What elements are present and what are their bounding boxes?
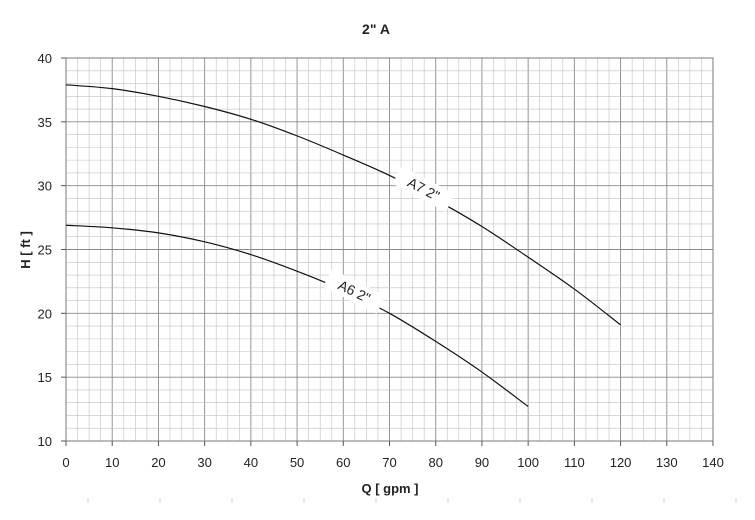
x-tick-label: 110	[564, 455, 585, 470]
x-tick-label: 0	[62, 455, 69, 470]
x-tick-label: 120	[610, 455, 632, 470]
x-tick-label: 70	[382, 455, 396, 470]
y-tick-label: 30	[38, 179, 52, 194]
y-tick-label: 35	[38, 115, 52, 130]
series-label-background	[392, 166, 455, 212]
x-tick-label: 40	[244, 455, 258, 470]
y-tick-label: 15	[38, 370, 52, 385]
x-tick-label: 30	[197, 455, 211, 470]
series-line-1	[65, 224, 529, 408]
x-tick-label: 20	[151, 455, 165, 470]
y-axis-label: H [ ft ]	[18, 231, 33, 269]
x-tick-label: 140	[702, 455, 724, 470]
grid	[65, 57, 714, 442]
y-tick-label: 40	[38, 51, 52, 66]
x-tick-label: 60	[336, 455, 350, 470]
x-tick-label: 130	[656, 455, 678, 470]
x-axis-label: Q [ gpm ]	[361, 481, 418, 496]
curve-labels: A7 2"A6 2"	[322, 166, 455, 314]
x-tick-label: 100	[517, 455, 539, 470]
x-tick-label: 50	[290, 455, 304, 470]
chart-title: 2" A	[362, 21, 390, 37]
series-label-1: A6 2"	[322, 269, 386, 314]
y-tick-label: 10	[38, 434, 52, 449]
curves	[65, 84, 621, 408]
y-tick-label: 20	[38, 306, 52, 321]
x-axis-ticks: 0 10 20 30 40 50 60 70 80 90 100 110 120 130 140	[62, 441, 724, 470]
series-label-background	[322, 269, 386, 314]
x-tick-label: 90	[475, 455, 489, 470]
x-tick-label: 80	[428, 455, 442, 470]
y-axis-ticks: 10 15 20 25 30 35 40	[38, 51, 66, 449]
footer-dashes	[87, 498, 737, 503]
series-line-0	[65, 84, 621, 326]
y-tick-label: 25	[38, 243, 52, 258]
x-tick-label: 10	[105, 455, 119, 470]
